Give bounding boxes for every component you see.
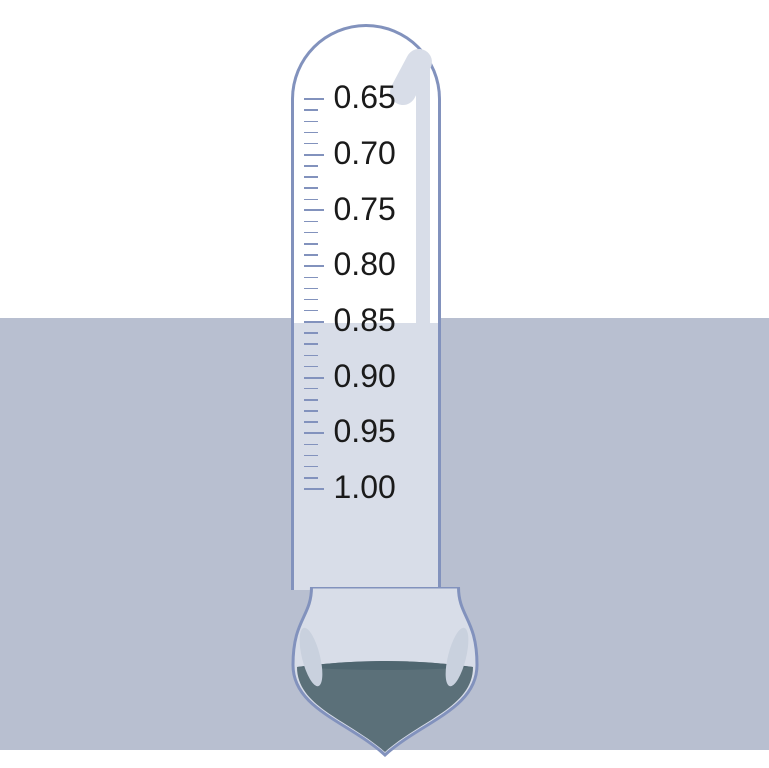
minor-tick [304,310,318,312]
minor-tick [304,366,318,368]
minor-tick [304,455,318,457]
minor-tick [304,109,318,111]
minor-tick [304,477,318,479]
scale: 0.65 0.70 0.75 0.80 0.85 0.90 0.95 1.00 [304,27,428,590]
minor-tick [304,165,318,167]
minor-tick [304,232,318,234]
hydrometer-stem: 0.65 0.70 0.75 0.80 0.85 0.90 0.95 1.00 [291,24,441,590]
minor-tick [304,277,318,279]
minor-tick [304,143,318,145]
minor-tick [304,187,318,189]
hydrometer: 0.65 0.70 0.75 0.80 0.85 0.90 0.95 1.00 [291,24,479,757]
minor-tick [304,176,318,178]
scale-label: 0.85 [334,302,396,339]
minor-tick [304,410,318,412]
minor-tick [304,254,318,256]
major-tick [304,377,324,379]
scale-label: 0.65 [334,79,396,116]
major-tick [304,488,324,490]
hydrometer-bulb [291,587,479,757]
minor-tick [304,332,318,334]
minor-tick [304,221,318,223]
minor-tick [304,399,318,401]
minor-tick [304,343,318,345]
minor-tick [304,288,318,290]
major-tick [304,209,324,211]
minor-tick [304,299,318,301]
major-tick [304,265,324,267]
minor-tick [304,421,318,423]
minor-tick [304,444,318,446]
bulb-svg [291,587,479,757]
minor-tick [304,121,318,123]
minor-tick [304,132,318,134]
major-tick [304,432,324,434]
minor-tick [304,243,318,245]
minor-tick [304,388,318,390]
scale-label: 0.70 [334,135,396,172]
scale-label: 1.00 [334,469,396,506]
major-tick [304,321,324,323]
scale-label: 0.95 [334,413,396,450]
scale-label: 0.80 [334,246,396,283]
major-tick [304,154,324,156]
minor-tick [304,199,318,201]
scale-label: 0.90 [334,358,396,395]
minor-tick [304,355,318,357]
major-tick [304,98,324,100]
minor-tick [304,466,318,468]
scale-label: 0.75 [334,191,396,228]
